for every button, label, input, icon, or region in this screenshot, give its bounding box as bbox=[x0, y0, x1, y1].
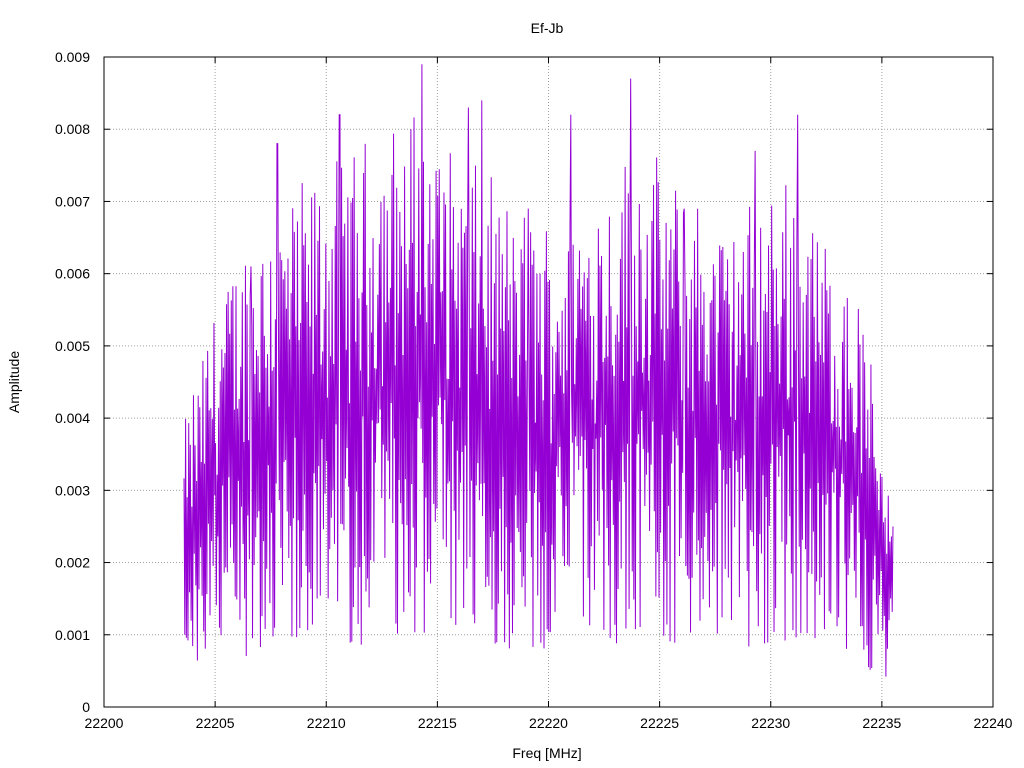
y-tick-label: 0 bbox=[82, 699, 90, 715]
y-tick-label: 0.008 bbox=[55, 121, 90, 137]
x-tick-label: 22225 bbox=[640, 715, 679, 731]
x-tick-label: 22215 bbox=[418, 715, 457, 731]
series-trace bbox=[183, 64, 894, 677]
chart-title: Ef-Jb bbox=[531, 20, 564, 36]
y-tick-label: 0.003 bbox=[55, 482, 90, 498]
y-axis: 0 0.001 0.002 0.003 0.004 0.005 0.006 0.007 0.00… bbox=[55, 49, 993, 715]
y-tick-label: 0.009 bbox=[55, 49, 90, 65]
y-tick-label: 0.001 bbox=[55, 627, 90, 643]
y-tick-label: 0.004 bbox=[55, 410, 90, 426]
x-tick-label: 22205 bbox=[196, 715, 235, 731]
y-tick-label: 0.007 bbox=[55, 193, 90, 209]
x-axis: 22200 22205 22210 22215 22220 22225 22230 22235… bbox=[85, 57, 1013, 731]
x-tick-label: 22235 bbox=[862, 715, 901, 731]
x-axis-label: Freq [MHz] bbox=[512, 745, 581, 761]
y-tick-label: 0.002 bbox=[55, 555, 90, 571]
x-tick-label: 22220 bbox=[529, 715, 568, 731]
x-tick-label: 22240 bbox=[974, 715, 1013, 731]
y-tick-label: 0.005 bbox=[55, 338, 90, 354]
y-axis-label: Amplitude bbox=[6, 351, 22, 413]
x-tick-label: 22230 bbox=[751, 715, 790, 731]
x-tick-label: 22210 bbox=[307, 715, 346, 731]
x-tick-label: 22200 bbox=[85, 715, 124, 731]
y-tick-label: 0.006 bbox=[55, 266, 90, 282]
series-line bbox=[183, 64, 894, 677]
